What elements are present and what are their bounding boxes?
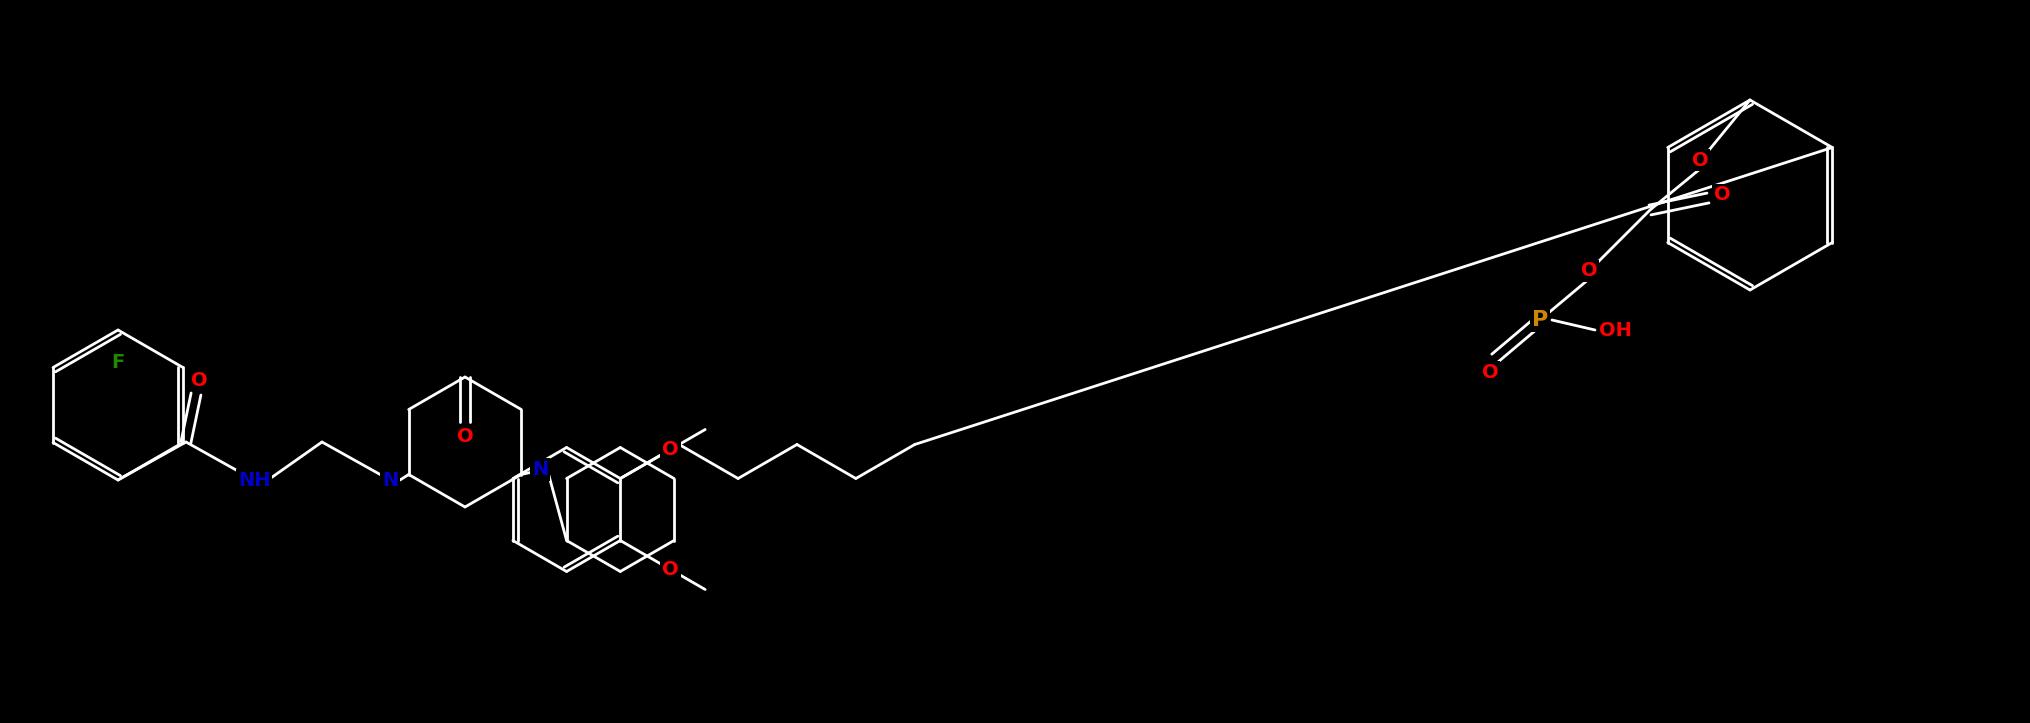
Text: O: O [662,440,678,459]
Text: P: P [1531,310,1547,330]
Text: NH: NH [238,471,270,489]
Text: N: N [382,471,398,489]
Text: O: O [1713,186,1730,205]
Text: O: O [662,560,678,579]
Text: O: O [1579,262,1596,281]
Text: O: O [191,370,207,390]
Text: O: O [457,427,473,445]
Text: N: N [532,460,548,479]
Text: F: F [112,353,124,372]
Text: O: O [1691,150,1707,169]
Text: OH: OH [1598,320,1630,340]
Text: O: O [1482,362,1498,382]
